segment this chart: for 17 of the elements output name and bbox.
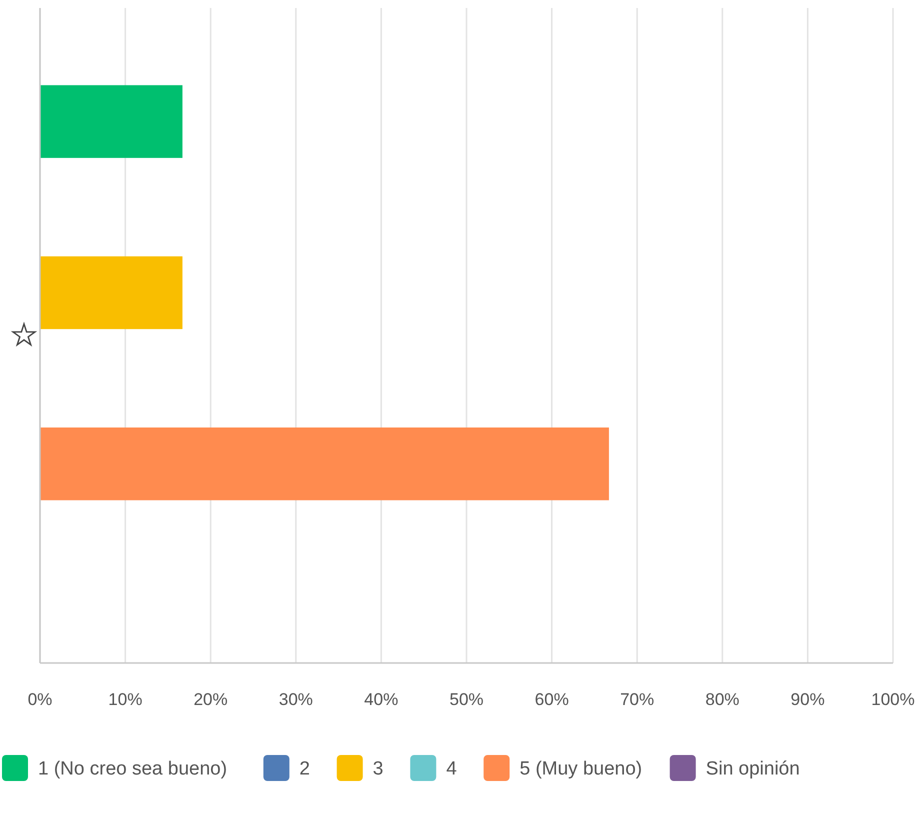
legend-label: 1 (No creo sea bueno) bbox=[38, 758, 228, 780]
legend-label: 3 bbox=[372, 758, 384, 780]
legend-label: 4 bbox=[446, 758, 458, 780]
x-tick-label: 100% bbox=[871, 690, 915, 709]
x-tick-label: 10% bbox=[108, 690, 142, 709]
x-tick-label: 40% bbox=[364, 690, 398, 709]
legend-label: 5 (Muy bueno) bbox=[520, 758, 642, 780]
x-tick-label: 20% bbox=[194, 690, 228, 709]
x-tick-label: 30% bbox=[278, 690, 313, 709]
x-tick-label: 50% bbox=[449, 690, 484, 709]
x-tick-label: 80% bbox=[705, 690, 740, 709]
x-tick-label: 90% bbox=[790, 690, 825, 709]
x-tick-label: 70% bbox=[620, 690, 654, 709]
legend-label: 2 bbox=[299, 758, 310, 780]
x-tick-label: 60% bbox=[534, 690, 569, 709]
legend-label: Sin opinión bbox=[706, 758, 800, 780]
x-tick-label: 0% bbox=[28, 690, 52, 709]
